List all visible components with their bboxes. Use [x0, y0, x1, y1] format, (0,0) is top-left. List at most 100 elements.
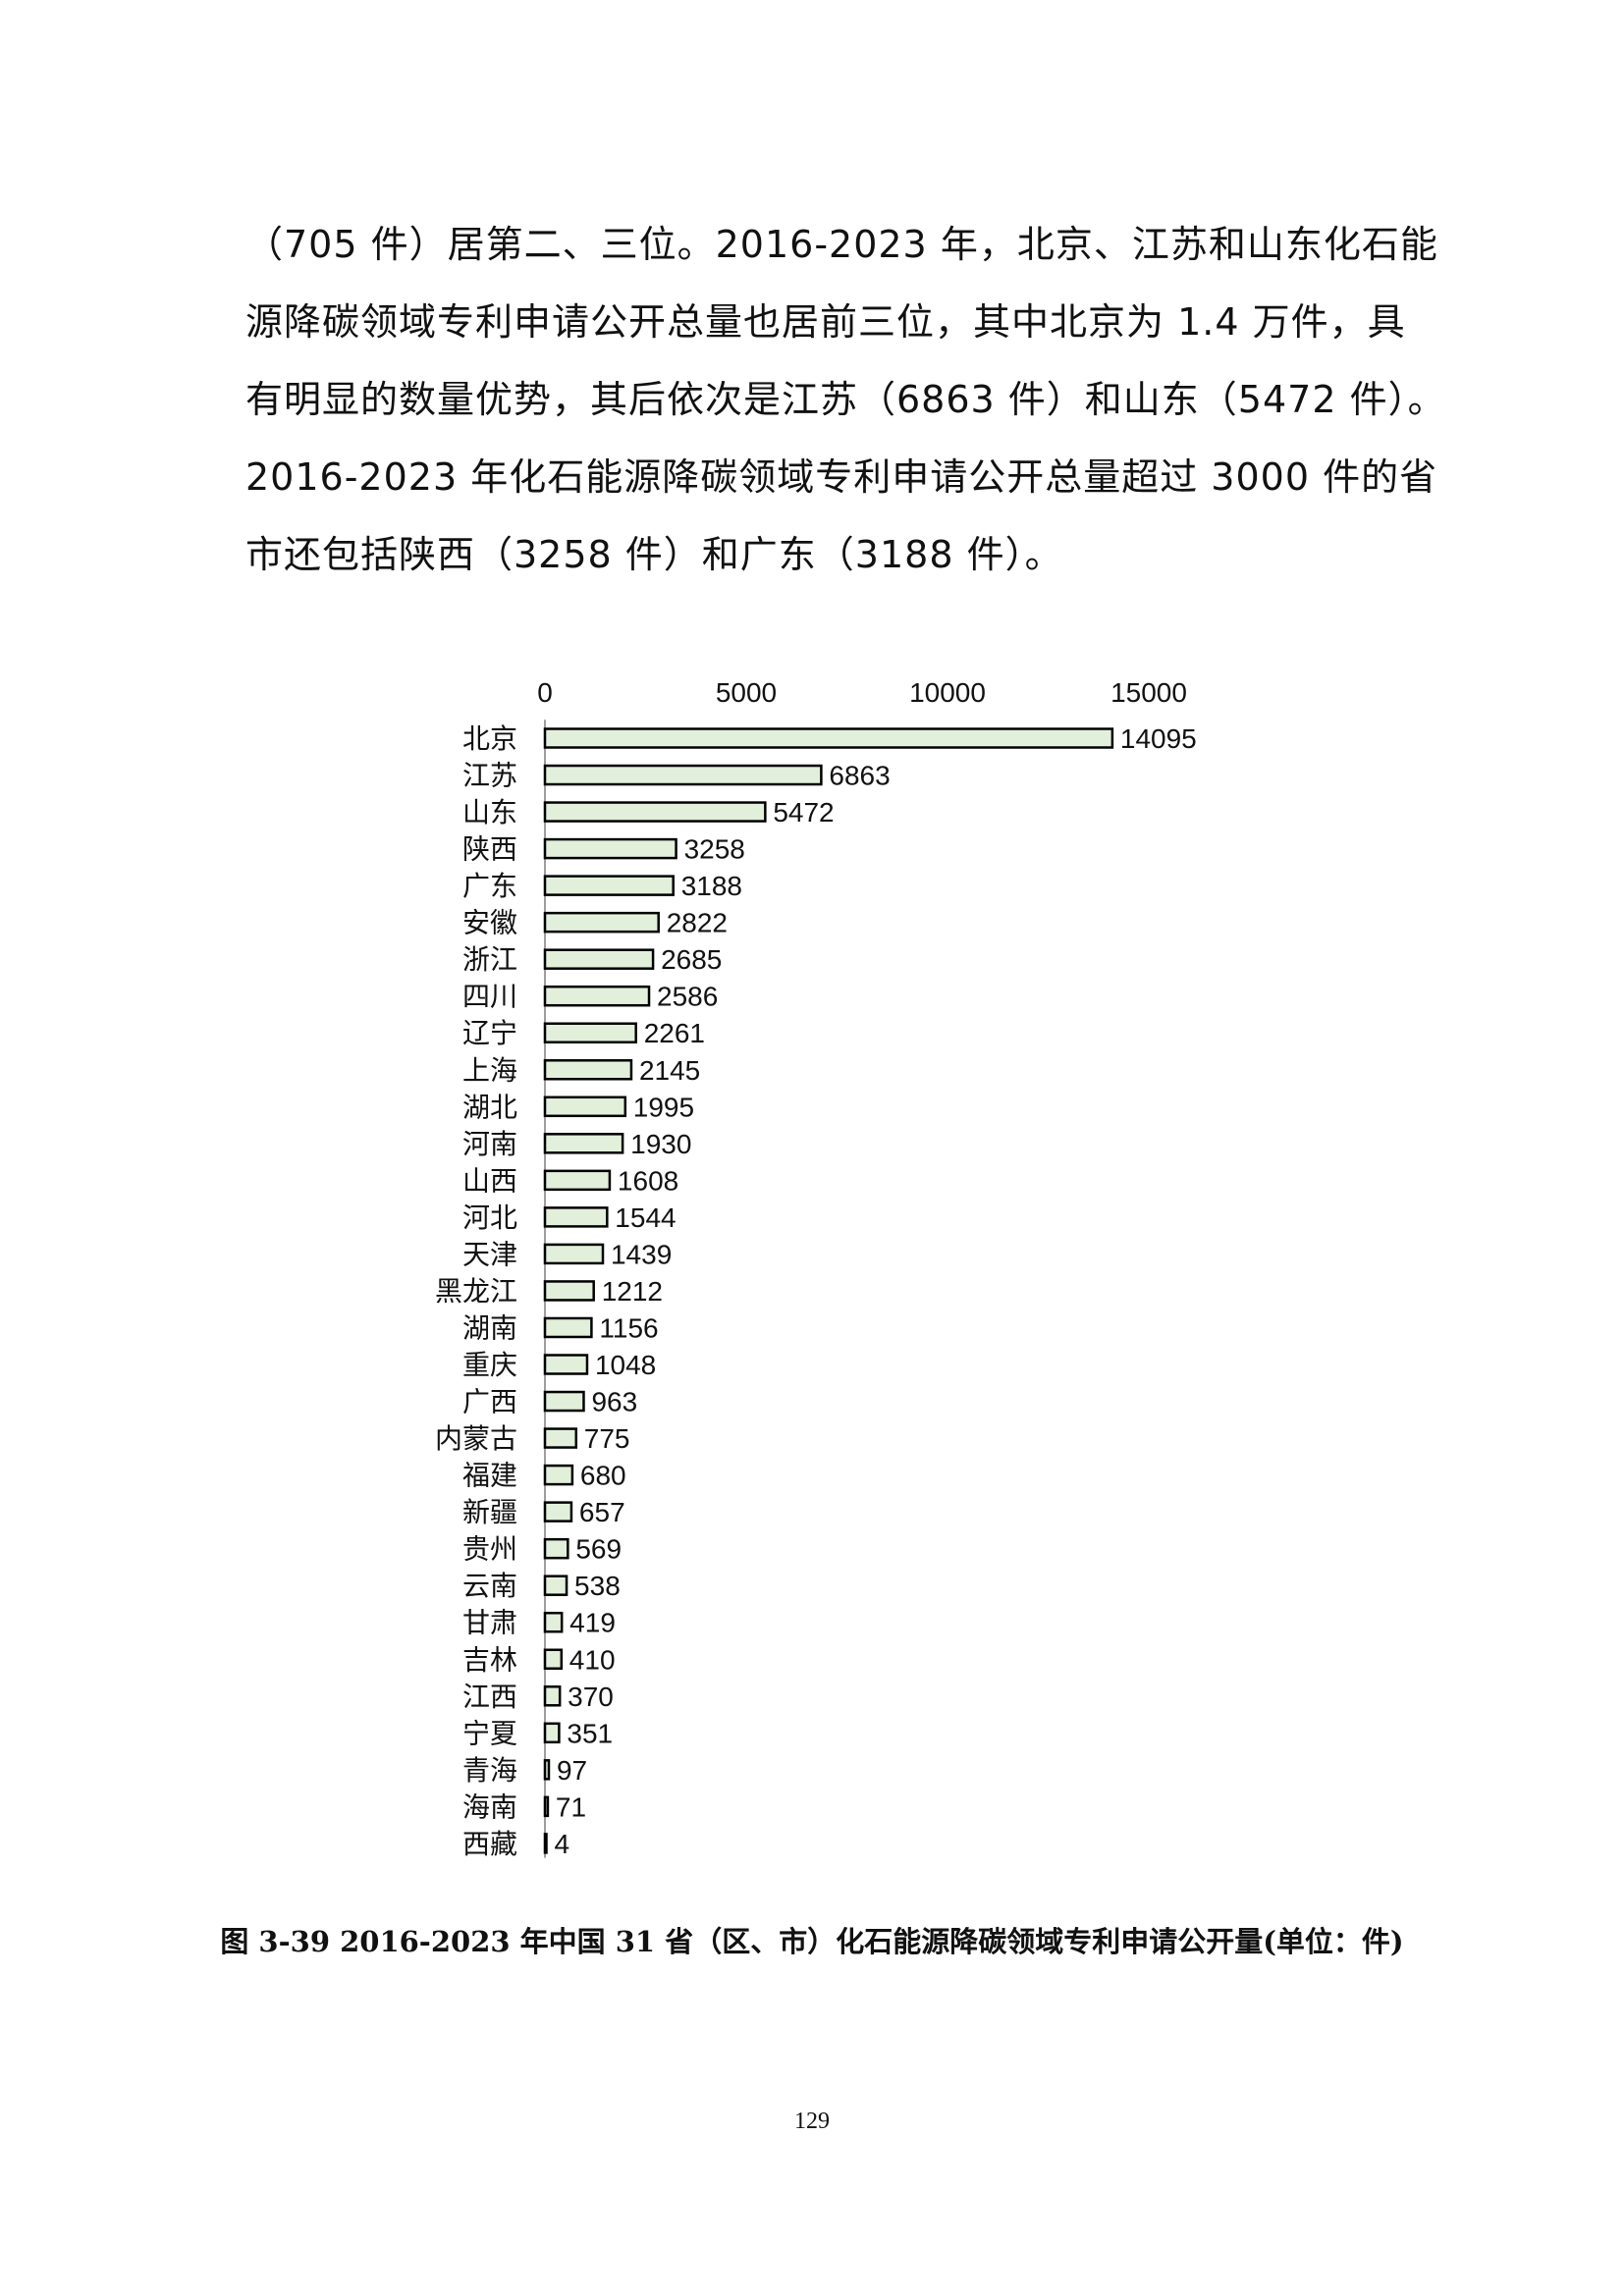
bar	[543, 837, 677, 860]
bar	[543, 1206, 609, 1228]
value-label: 569	[575, 1534, 622, 1565]
value-label: 351	[567, 1718, 613, 1748]
value-label: 4	[555, 1829, 570, 1859]
category-label: 江西	[462, 1682, 517, 1712]
bar	[543, 1059, 633, 1081]
value-label: 3188	[681, 871, 742, 901]
bar	[543, 1685, 562, 1707]
bar	[543, 1169, 612, 1192]
category-label: 湖南	[462, 1312, 517, 1343]
x-tick-label: 5000	[716, 677, 777, 708]
paragraph-line: 源降碳领域专利申请公开总量也居前三位，其中北京为 1.4 万件，具	[245, 300, 1406, 344]
category-label: 西藏	[462, 1829, 517, 1859]
value-label: 963	[591, 1387, 637, 1417]
value-label: 2685	[661, 944, 722, 975]
value-label: 775	[584, 1423, 630, 1454]
category-label: 上海	[462, 1055, 517, 1086]
bar	[543, 1095, 627, 1118]
figure-caption: 图 3-39 2016-2023 年中国 31 省（区、市）化石能源降碳领域专利…	[220, 1925, 1404, 1958]
bar	[543, 875, 675, 896]
value-label: 1930	[630, 1129, 691, 1159]
bar	[543, 1722, 561, 1744]
category-label: 河北	[462, 1202, 517, 1233]
value-label: 6863	[829, 761, 890, 791]
body-paragraph: （705 件）居第二、三位。2016-2023 年，北京、江苏和山东化石能 源降…	[245, 206, 1446, 594]
bar	[543, 1611, 564, 1633]
category-label: 河南	[462, 1129, 517, 1159]
bar	[543, 1759, 551, 1781]
x-tick-label: 0	[537, 677, 553, 708]
category-label: 四川	[462, 982, 517, 1012]
value-label: 410	[569, 1644, 616, 1675]
category-label: 北京	[462, 723, 517, 754]
bar	[543, 1501, 573, 1522]
value-label: 1439	[611, 1239, 672, 1269]
value-label: 370	[568, 1682, 614, 1712]
paragraph-line: （705 件）居第二、三位。2016-2023 年，北京、江苏和山东化石能	[245, 223, 1438, 266]
category-label: 海南	[462, 1791, 517, 1822]
bar	[543, 1575, 568, 1596]
category-label: 广西	[462, 1387, 517, 1417]
category-label: 云南	[462, 1571, 517, 1601]
value-label: 2145	[639, 1055, 700, 1086]
category-label: 山西	[462, 1165, 517, 1196]
category-label: 天津	[462, 1239, 517, 1269]
category-label: 广东	[462, 871, 517, 901]
bar	[543, 1390, 585, 1413]
bar	[543, 911, 660, 934]
value-label: 71	[556, 1791, 586, 1822]
value-label: 680	[580, 1461, 626, 1491]
category-label: 黑龙江	[435, 1276, 517, 1307]
bar-chart: 0 5000 10000 15000 北京 14095 江苏 6863 山东 5472 陕西 3258…	[435, 677, 1197, 1859]
value-label: 1544	[615, 1202, 676, 1233]
category-label: 陕西	[462, 834, 517, 865]
page-number: 129	[794, 2109, 830, 2134]
category-label: 宁夏	[462, 1718, 517, 1748]
bar	[543, 1795, 550, 1818]
value-label: 538	[574, 1571, 621, 1601]
value-label: 3258	[684, 834, 745, 865]
bar	[543, 1243, 605, 1265]
value-label: 1048	[595, 1350, 656, 1380]
x-tick-label: 15000	[1110, 677, 1187, 708]
value-label: 1995	[633, 1092, 694, 1122]
bar	[543, 1354, 589, 1375]
category-label: 青海	[462, 1755, 517, 1786]
paragraph-line: 有明显的数量优势，其后依次是江苏（6863 件）和山东（5472 件）。	[245, 378, 1446, 421]
bar	[543, 948, 655, 970]
category-label: 贵州	[462, 1534, 517, 1565]
value-label: 14095	[1120, 723, 1197, 754]
category-label: 吉林	[462, 1644, 517, 1675]
category-label: 甘肃	[462, 1608, 517, 1638]
category-label: 山东	[462, 797, 517, 828]
bar	[543, 727, 1114, 749]
paragraph-line: 2016-2023 年化石能源降碳领域专利申请公开总量超过 3000 件的省	[245, 455, 1438, 499]
value-label: 419	[569, 1608, 616, 1638]
bar	[543, 1133, 624, 1154]
value-label: 2586	[657, 982, 718, 1012]
bar	[543, 1316, 593, 1339]
bar	[543, 801, 767, 823]
value-label: 5472	[773, 797, 834, 828]
value-label: 1212	[602, 1276, 663, 1307]
bar	[543, 1648, 564, 1670]
category-label: 安徽	[462, 908, 517, 938]
category-label: 新疆	[462, 1497, 517, 1527]
bar	[543, 1280, 595, 1302]
bar	[543, 1464, 574, 1486]
bar	[543, 1022, 637, 1043]
x-tick-label: 10000	[909, 677, 986, 708]
value-label: 97	[557, 1755, 587, 1786]
category-label: 湖北	[462, 1092, 517, 1122]
category-label: 福建	[462, 1461, 517, 1491]
category-label: 浙江	[462, 944, 517, 975]
bar	[543, 1833, 548, 1854]
value-label: 1156	[599, 1312, 658, 1343]
category-label: 内蒙古	[435, 1423, 517, 1454]
value-label: 2822	[667, 908, 728, 938]
category-label: 辽宁	[462, 1018, 517, 1048]
bar	[543, 985, 651, 1007]
bar	[543, 1537, 569, 1560]
bar	[543, 764, 823, 786]
value-label: 657	[579, 1497, 625, 1527]
